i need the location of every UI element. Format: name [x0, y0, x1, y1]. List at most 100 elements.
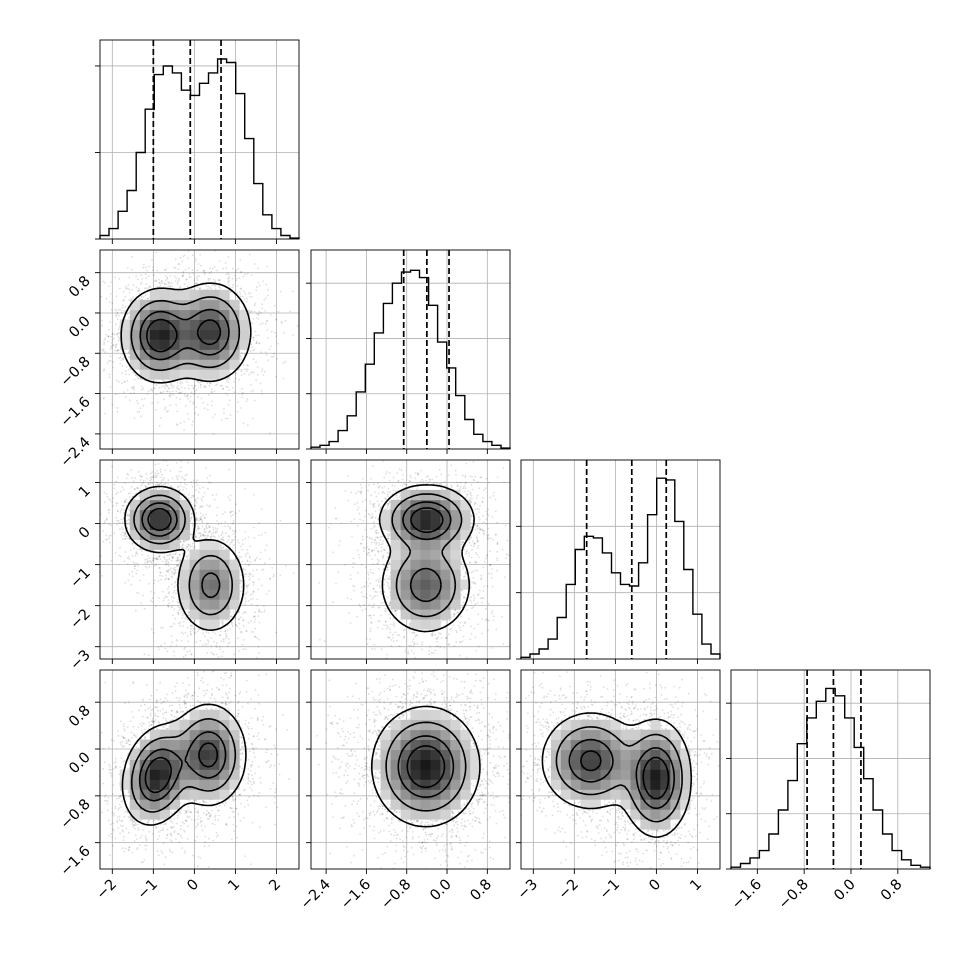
scatter-point — [197, 525, 199, 528]
scatter-point — [213, 266, 216, 268]
scatter-point — [195, 258, 197, 261]
scatter-point — [160, 280, 163, 283]
scatter-point — [142, 387, 145, 390]
scatter-point — [225, 385, 228, 388]
scatter-point — [261, 307, 263, 310]
scatter-point — [124, 581, 127, 584]
scatter-point — [116, 502, 119, 504]
scatter-point — [238, 277, 241, 279]
scatter-point — [166, 596, 168, 599]
scatter-point — [132, 480, 135, 483]
scatter-point — [124, 537, 127, 540]
scatter-point — [106, 340, 109, 343]
scatter-point — [252, 318, 255, 320]
scatter-point — [178, 286, 181, 289]
scatter-point — [223, 412, 225, 414]
scatter-point — [238, 556, 241, 558]
scatter-point — [193, 385, 196, 388]
scatter-point — [219, 384, 222, 387]
scatter-point — [126, 522, 128, 525]
scatter-point — [256, 312, 258, 315]
scatter-point — [184, 547, 187, 550]
density-cell — [199, 329, 210, 340]
scatter-point — [130, 255, 133, 258]
scatter-point — [257, 281, 260, 284]
scatter-point — [124, 380, 127, 383]
scatter-point — [175, 644, 178, 647]
scatter-point — [226, 635, 228, 638]
scatter-point — [133, 567, 136, 570]
scatter-point — [110, 281, 112, 283]
scatter-point — [187, 549, 190, 552]
scatter-point — [186, 381, 188, 383]
scatter-point — [243, 372, 246, 375]
scatter-point — [244, 563, 247, 566]
scatter-point — [157, 558, 159, 561]
scatter-point — [181, 260, 184, 262]
scatter-point — [119, 356, 122, 359]
scatter-point — [198, 287, 201, 290]
scatter-point — [134, 477, 137, 479]
scatter-point — [207, 632, 210, 634]
scatter-point — [114, 276, 117, 279]
scatter-point — [163, 556, 166, 558]
scatter-point — [101, 319, 104, 322]
scatter-point — [137, 377, 139, 380]
scatter-point — [177, 387, 180, 390]
scatter-point — [171, 572, 174, 575]
scatter-point — [179, 392, 182, 395]
scatter-point — [119, 547, 121, 549]
scatter-point — [157, 597, 160, 599]
scatter-point — [184, 395, 187, 398]
scatter-point — [135, 374, 138, 377]
scatter-point — [244, 569, 247, 571]
scatter-point — [250, 384, 252, 386]
scatter-point — [187, 461, 189, 464]
scatter-point — [113, 333, 116, 336]
scatter-point — [111, 404, 114, 406]
scatter-point — [296, 324, 299, 327]
scatter-point — [160, 391, 163, 394]
scatter-point — [136, 541, 139, 544]
scatter-point — [257, 615, 260, 617]
scatter-point — [140, 296, 143, 298]
scatter-point — [155, 393, 158, 396]
scatter-point — [127, 514, 130, 517]
scatter-point — [247, 424, 249, 426]
scatter-point — [224, 525, 227, 528]
scatter-point — [119, 362, 122, 365]
scatter-point — [181, 617, 184, 619]
scatter-point — [111, 338, 114, 341]
scatter-point — [136, 278, 139, 281]
scatter-point — [115, 516, 118, 519]
scatter-point — [196, 630, 199, 633]
scatter-point — [151, 390, 154, 392]
scatter-point — [254, 627, 257, 630]
scatter-point — [215, 531, 217, 534]
scatter-point — [121, 304, 124, 307]
scatter-point — [250, 631, 253, 633]
density-cell — [149, 289, 161, 301]
scatter-point — [179, 391, 181, 394]
scatter-point — [268, 589, 271, 592]
scatter-point — [137, 565, 139, 567]
scatter-point — [111, 501, 113, 503]
scatter-point — [108, 498, 110, 500]
scatter-point — [235, 372, 237, 374]
scatter-point — [116, 350, 118, 353]
scatter-point — [216, 383, 219, 385]
scatter-point — [108, 359, 110, 362]
scatter-point — [175, 475, 178, 477]
scatter-point — [117, 339, 120, 342]
scatter-point — [233, 544, 236, 546]
scatter-point — [141, 398, 143, 401]
scatter-point — [258, 522, 261, 524]
scatter-point — [243, 363, 245, 366]
scatter-point — [109, 293, 112, 295]
scatter-point — [273, 352, 275, 355]
scatter-point — [244, 292, 247, 295]
scatter-point — [227, 389, 230, 391]
scatter-point — [231, 529, 234, 532]
scatter-point — [178, 278, 181, 280]
